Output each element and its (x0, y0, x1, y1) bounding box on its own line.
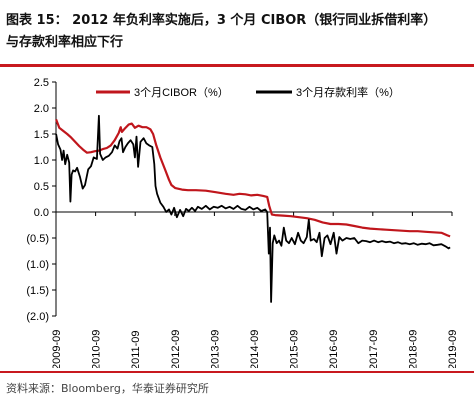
y-tick-label: (0.5) (26, 233, 49, 245)
y-tick-label: 2.0 (34, 103, 49, 115)
chart-legend: 3个月CIBOR（%） 3个月存款利率（%） (96, 85, 400, 99)
deposit-series-line (55, 114, 451, 303)
y-tick-label: (1.5) (26, 285, 49, 297)
y-tick-label: 1.5 (34, 129, 49, 141)
line-chart: 2.52.01.51.00.50.0(0.5)(1.0)(1.5)(2.0)20… (26, 77, 459, 368)
y-tick-label: 0.0 (34, 207, 49, 219)
x-tick-label: 2010-09 (91, 330, 103, 368)
top-divider (0, 64, 474, 67)
x-tick-label: 2016-09 (328, 330, 340, 368)
legend-label: 3个月存款利率（%） (296, 85, 400, 99)
cibor-series-line (55, 119, 451, 238)
y-tick-label: 0.5 (34, 181, 49, 193)
figure-title-line-1: 图表 15： 2012 年负利率实施后，3 个月 CIBOR（银行同业拆借利率） (6, 13, 437, 28)
x-tick-label: 2014-09 (249, 330, 261, 368)
figure-title: 图表 15： 2012 年负利率实施后，3 个月 CIBOR（银行同业拆借利率）… (6, 10, 468, 54)
x-tick-label: 2017-09 (368, 330, 380, 368)
y-tick-label: 2.5 (34, 77, 49, 89)
y-tick-label: (2.0) (26, 311, 49, 323)
x-tick-label: 2015-09 (289, 330, 301, 368)
y-tick-label: (1.0) (26, 259, 49, 271)
bottom-divider (0, 371, 474, 373)
x-tick-label: 2009-09 (51, 330, 63, 368)
legend-label: 3个月CIBOR（%） (134, 86, 229, 99)
y-tick-label: 1.0 (34, 155, 49, 167)
x-tick-label: 2013-09 (209, 330, 221, 368)
chart-series (55, 114, 451, 303)
x-tick-label: 2011-09 (130, 330, 142, 368)
x-tick-label: 2018-09 (407, 330, 419, 368)
source-note: 资料来源：Bloomberg，华泰证券研究所 (6, 382, 209, 395)
x-tick-label: 2012-09 (170, 330, 182, 368)
x-tick-label: 2019-09 (447, 330, 459, 368)
figure-title-line-2: 与存款利率相应下行 (6, 35, 124, 50)
chart-axes: 2.52.01.51.00.50.0(0.5)(1.0)(1.5)(2.0)20… (26, 77, 459, 368)
